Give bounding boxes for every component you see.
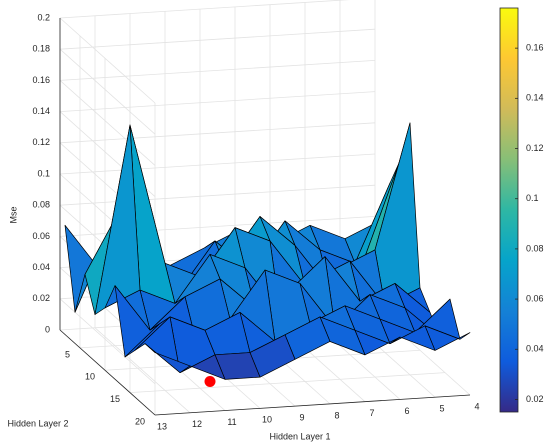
y-tick-label: 20 (135, 416, 145, 426)
z-grid-line (59, 122, 376, 144)
x-tick-label: 5 (439, 404, 444, 414)
z-grid-line (59, 0, 350, 19)
z-tick-label: 0.02 (32, 293, 50, 303)
colorbar (499, 7, 519, 413)
x-tick-label: 10 (262, 415, 272, 425)
z-tick-label: 0.06 (32, 231, 50, 241)
z-grid-line (59, 28, 376, 50)
x-tick-label: 12 (192, 419, 202, 429)
y-grid-line (129, 372, 446, 394)
z-tick-label: 0 (45, 324, 50, 334)
z-tick-label: 0.18 (32, 44, 50, 54)
colorbar-tick-label: 0.1 (526, 193, 539, 203)
y-axis (59, 329, 156, 416)
z-grid-line (59, 153, 376, 175)
z-axis-label: Mse (8, 206, 18, 223)
y-axis-label: Hidden Layer 2 (7, 418, 68, 428)
x-tick-label: 13 (157, 421, 167, 431)
colorbar-tick-label: 0.14 (526, 93, 544, 103)
colorbar-tick-label: 0.12 (526, 143, 544, 153)
z-grid-line (59, 80, 156, 166)
x-tick-label: 9 (299, 412, 304, 422)
z-tick-label: 0.16 (32, 75, 50, 85)
z-tick-label: 0.12 (32, 137, 50, 147)
colorbar-tick-label: 0.06 (526, 293, 544, 303)
x-tick-label: 11 (227, 417, 236, 427)
z-tick-label: 0.04 (32, 262, 50, 272)
x-tick-label: 6 (404, 406, 409, 416)
z-tick-label: 0.14 (32, 106, 50, 116)
z-grid-line (59, 17, 156, 104)
y-tick-label: 10 (85, 372, 95, 382)
surface-face (144, 343, 191, 373)
z-tick-label: 0.2 (37, 12, 50, 22)
x-grid-line (94, 327, 191, 414)
colorbar-tick-label: 0.08 (526, 243, 544, 253)
z-tick-label: 0.08 (32, 200, 50, 210)
x-axis (154, 394, 471, 416)
y-tick-label: 5 (65, 349, 70, 359)
x-tick-label: 8 (334, 410, 339, 420)
z-tick-label: 0.1 (37, 168, 50, 178)
minimum-marker (204, 376, 216, 388)
z-grid-line (59, 184, 376, 206)
x-tick-label: 4 (474, 401, 479, 411)
z-grid-line (59, 60, 376, 81)
colorbar-tick-label: 0.02 (526, 394, 544, 404)
x-tick-label: 7 (369, 408, 374, 418)
colorbar-tick-label: 0.04 (526, 344, 544, 354)
x-axis-label: Hidden Layer 1 (269, 431, 330, 441)
z-grid-line (59, 48, 156, 135)
colorbar-tick-label: 0.16 (526, 43, 544, 53)
z-grid-line (59, 298, 156, 385)
z-grid-line (59, 91, 376, 112)
y-tick-label: 15 (110, 394, 120, 404)
